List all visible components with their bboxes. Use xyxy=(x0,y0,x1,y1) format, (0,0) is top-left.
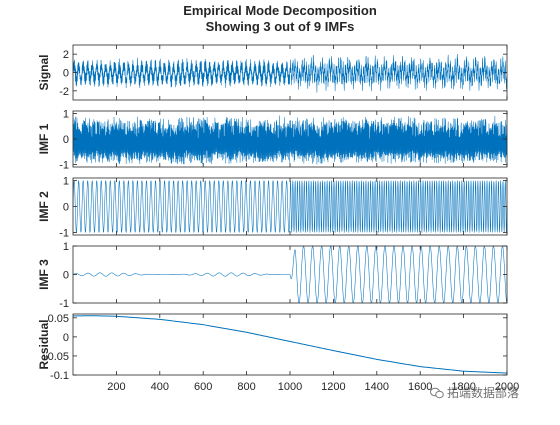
x-tick-label: 2000 xyxy=(495,381,519,393)
imf-3-y-label: IMF 3 xyxy=(37,259,51,290)
residual-y-tick-label: -0.1 xyxy=(50,370,69,382)
residual-y-tick-label: 0.05 xyxy=(48,313,69,325)
signal-y-tick-label: 2 xyxy=(63,49,69,61)
x-tick-label: 1800 xyxy=(451,381,475,393)
imf-3-y-tick-label: 1 xyxy=(63,241,69,253)
residual-axes-box xyxy=(72,313,508,376)
signal-series-line xyxy=(72,53,508,93)
imf-1-y-tick-label: 1 xyxy=(63,109,69,121)
x-tick-label: 1600 xyxy=(408,381,432,393)
wechat-icon xyxy=(430,387,444,399)
signal-y-label: Signal xyxy=(37,54,51,90)
imf-1-series-line xyxy=(72,115,508,165)
x-tick-label: 400 xyxy=(151,381,169,393)
imf-2-y-label: IMF 2 xyxy=(37,191,51,222)
signal-y-tick-label: -2 xyxy=(59,86,69,98)
residual-y-label: Residual xyxy=(37,319,51,369)
x-tick-label: 1200 xyxy=(321,381,345,393)
residual-y-tick-label: 0 xyxy=(63,332,69,344)
imf-1-y-label: IMF 1 xyxy=(37,123,51,154)
x-tick-label: 1400 xyxy=(365,381,389,393)
imf-2-y-tick-label: 1 xyxy=(63,176,69,188)
x-tick-label: 600 xyxy=(194,381,212,393)
x-tick-label: 1000 xyxy=(278,381,302,393)
imf-2-y-tick-label: -1 xyxy=(59,227,69,239)
signal-y-tick-label: 0 xyxy=(63,68,69,80)
x-tick-label: 800 xyxy=(237,381,255,393)
residual-series-line xyxy=(72,315,508,374)
residual-y-tick-label: -0.05 xyxy=(44,351,69,363)
imf-3-y-tick-label: -1 xyxy=(59,298,69,310)
imf-1-y-tick-label: 0 xyxy=(63,134,69,146)
imf-3-series-line xyxy=(72,246,508,303)
imf-1-y-tick-label: -1 xyxy=(59,159,69,171)
chart-title: Empirical Mode Decomposition xyxy=(183,3,377,18)
watermark: 拓端数据部落 xyxy=(430,384,519,401)
imf-2-series-line xyxy=(72,180,508,233)
imf-3-y-tick-label: 0 xyxy=(63,270,69,282)
x-tick-label: 200 xyxy=(107,381,125,393)
imf-2-y-tick-label: 0 xyxy=(63,202,69,214)
chart-subtitle: Showing 3 out of 9 IMFs xyxy=(205,19,355,34)
watermark-text: 拓端数据部落 xyxy=(447,386,520,400)
